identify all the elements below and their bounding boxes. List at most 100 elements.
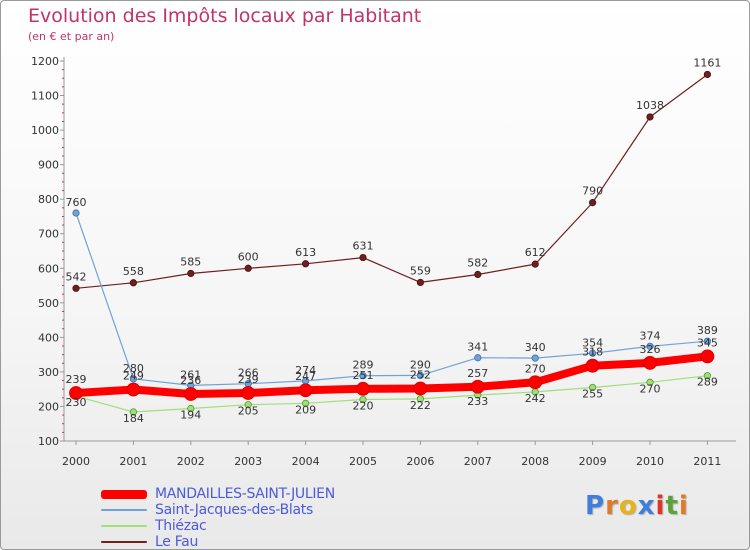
data-label: 236 <box>180 374 201 387</box>
data-label: 613 <box>295 246 316 259</box>
y-tick-label: 700 <box>38 228 59 241</box>
data-point <box>126 382 141 397</box>
x-tick-label: 2006 <box>406 455 434 468</box>
data-label: 289 <box>353 359 374 372</box>
data-label: 340 <box>525 341 546 354</box>
logo-letter: o <box>618 491 638 521</box>
data-point <box>588 383 597 392</box>
data-label: 194 <box>180 409 201 422</box>
y-tick-label: 600 <box>38 262 59 275</box>
data-point <box>528 375 543 390</box>
data-label: 242 <box>525 392 546 405</box>
data-label: 239 <box>66 373 87 386</box>
logo-letter: P <box>585 491 606 521</box>
legend-item: MANDAILLES-SAINT-JULIEN <box>101 486 335 502</box>
logo-letter: r <box>605 491 619 521</box>
data-label: 220 <box>353 400 374 413</box>
data-point <box>588 349 597 357</box>
series-line <box>75 375 709 413</box>
data-point <box>703 337 712 345</box>
chart-subtitle: (en € et par an) <box>28 30 115 43</box>
data-point <box>301 260 310 268</box>
series-line <box>75 212 709 386</box>
legend-item: Saint-Jacques-des-Blats <box>101 502 335 518</box>
chart-title: Evolution des Impôts locaux par Habitant <box>28 5 422 27</box>
data-label: 270 <box>525 362 546 375</box>
chart-legend: MANDAILLES-SAINT-JULIEN Saint-Jacques-des… <box>101 486 335 549</box>
data-point <box>129 279 137 287</box>
y-tick-label: 1000 <box>31 124 59 137</box>
legend-item: Le Fau <box>101 534 335 549</box>
data-label: 760 <box>66 196 87 209</box>
data-point <box>585 358 600 373</box>
data-label: 341 <box>467 341 488 354</box>
data-label: 345 <box>697 336 718 349</box>
data-label: 230 <box>66 396 87 409</box>
data-label: 326 <box>640 343 661 356</box>
data-label: 542 <box>66 270 87 283</box>
data-point <box>356 381 370 396</box>
y-tick-label: 800 <box>38 193 59 206</box>
data-point <box>416 395 424 403</box>
legend-swatch <box>101 525 147 527</box>
data-point <box>416 371 424 379</box>
legend-label: Saint-Jacques-des-Blats <box>155 502 313 518</box>
y-tick-label: 1200 <box>31 55 59 68</box>
data-point <box>643 356 657 370</box>
data-label: 318 <box>582 346 603 359</box>
data-label: 209 <box>295 403 316 416</box>
data-point <box>129 375 137 383</box>
data-point <box>244 401 252 409</box>
y-tick-label: 1100 <box>31 90 59 103</box>
data-label: 290 <box>410 358 431 371</box>
data-label: 266 <box>238 367 259 380</box>
x-tick-label: 2007 <box>464 455 492 468</box>
x-tick-label: 2005 <box>349 455 377 468</box>
y-tick-label: 200 <box>38 400 59 413</box>
data-point <box>703 70 712 79</box>
x-tick-label: 2001 <box>119 455 147 468</box>
data-point <box>416 278 424 287</box>
data-point <box>69 386 83 400</box>
data-label: 239 <box>238 373 259 386</box>
legend-swatch <box>101 541 147 543</box>
y-tick-label: 400 <box>38 331 59 344</box>
data-label: 289 <box>697 376 718 389</box>
data-point <box>359 253 367 262</box>
data-point <box>244 264 252 272</box>
y-tick-label: 500 <box>38 297 59 310</box>
data-point <box>646 113 654 121</box>
data-point <box>183 387 198 401</box>
data-label: 205 <box>238 405 259 418</box>
data-label: 374 <box>640 329 661 342</box>
x-tick-label: 2011 <box>693 455 721 468</box>
legend-label: MANDAILLES-SAINT-JULIEN <box>155 486 335 502</box>
data-label: 249 <box>123 370 144 383</box>
data-label: 270 <box>640 382 661 395</box>
data-point <box>301 399 310 407</box>
data-point <box>187 404 195 413</box>
data-point <box>646 342 654 350</box>
data-label: 389 <box>697 324 718 337</box>
data-label: 247 <box>295 370 316 383</box>
data-label: 222 <box>410 399 431 412</box>
data-label: 558 <box>123 265 144 278</box>
x-tick-label: 2004 <box>292 455 320 468</box>
x-tick-label: 2003 <box>234 455 262 468</box>
data-label: 255 <box>582 387 603 400</box>
data-point <box>474 354 482 362</box>
data-point <box>470 379 485 394</box>
data-label: 251 <box>353 369 374 382</box>
data-label: 559 <box>410 264 431 277</box>
data-point <box>298 383 313 398</box>
legend-swatch <box>101 509 147 511</box>
data-label: 585 <box>180 255 201 268</box>
y-tick-label: 100 <box>38 435 59 448</box>
data-point <box>413 381 428 396</box>
logo-letter: i <box>655 491 666 521</box>
proxiti-logo: Proxiti <box>585 491 689 521</box>
data-point <box>700 349 715 364</box>
data-label: 612 <box>525 246 546 259</box>
